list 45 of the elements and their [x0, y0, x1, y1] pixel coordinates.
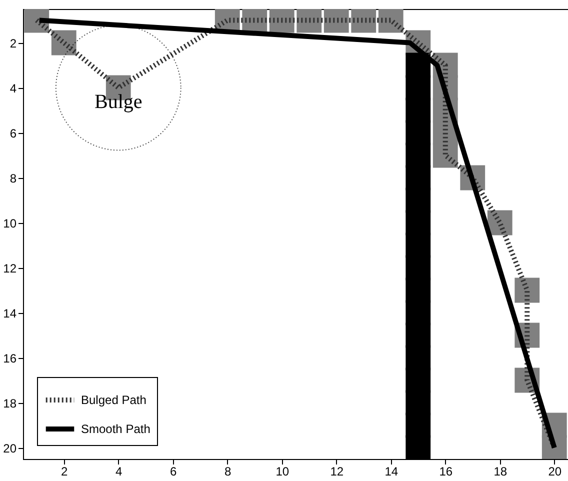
legend-label: Bulged Path [81, 393, 146, 407]
point [406, 412, 431, 438]
x-tick-label: 6 [170, 464, 178, 478]
point [406, 435, 431, 459]
y-tick-label: 2 [10, 36, 17, 50]
point [406, 345, 431, 370]
y-tick-label: 16 [3, 351, 17, 366]
y-tick-label: 12 [3, 261, 17, 276]
point [269, 9, 294, 33]
point [406, 232, 431, 258]
point [406, 120, 431, 146]
x-tick-label: 16 [439, 464, 453, 478]
point [296, 9, 322, 33]
point [406, 188, 431, 213]
x-tick-label: 20 [548, 464, 562, 478]
point [406, 300, 431, 326]
point [406, 368, 431, 393]
y-tick-label: 14 [3, 306, 17, 320]
point [406, 210, 431, 236]
point [406, 390, 431, 416]
point [432, 142, 458, 168]
point [378, 9, 404, 33]
point [406, 255, 431, 280]
y-tick-label: 20 [3, 441, 17, 456]
point [406, 165, 431, 190]
point [406, 142, 431, 168]
y-tick-label: 8 [10, 171, 17, 186]
x-tick-label: 18 [494, 464, 508, 478]
point [351, 9, 376, 33]
point [406, 278, 431, 303]
x-tick-label: 10 [276, 464, 290, 478]
legend-label: Smooth Path [81, 422, 150, 436]
x-tick-label: 12 [330, 464, 344, 478]
x-tick-label: 4 [116, 464, 123, 478]
x-tick-label: 2 [61, 464, 68, 478]
annotation: Bulge [94, 90, 142, 113]
x-tick-label: 8 [224, 464, 232, 478]
point [324, 9, 349, 33]
x-tick-label: 14 [384, 464, 398, 478]
y-tick-label: 18 [3, 396, 17, 410]
point [406, 322, 431, 348]
point [514, 278, 540, 303]
y-tick-label: 6 [10, 126, 17, 140]
y-tick-label: 4 [10, 81, 17, 96]
y-tick-label: 10 [3, 216, 17, 230]
